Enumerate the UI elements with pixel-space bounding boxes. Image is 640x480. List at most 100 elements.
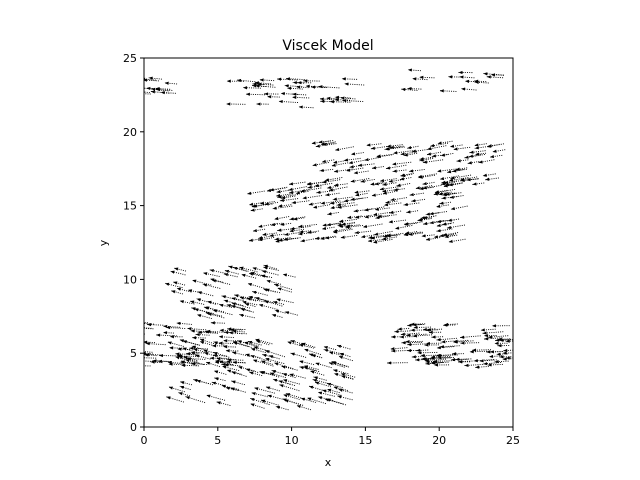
velocity-arrow: [219, 328, 235, 332]
velocity-arrow: [288, 188, 310, 194]
velocity-arrow: [442, 232, 459, 237]
velocity-arrow: [469, 150, 486, 154]
velocity-arrow: [436, 337, 457, 342]
velocity-arrow: [475, 365, 489, 369]
velocity-arrow: [376, 153, 394, 158]
velocity-arrow: [474, 145, 491, 150]
velocity-arrow: [407, 68, 421, 72]
velocity-arrow: [432, 359, 454, 364]
velocity-arrow: [338, 388, 353, 394]
velocity-arrow: [326, 185, 339, 190]
velocity-arrow: [181, 363, 199, 367]
velocity-arrow: [495, 338, 512, 342]
velocity-arrow: [425, 212, 440, 216]
velocity-arrow: [267, 95, 280, 99]
velocity-arrow: [484, 334, 497, 338]
velocity-arrow: [426, 151, 442, 156]
velocity-arrow: [362, 223, 383, 229]
velocity-arrow: [210, 321, 225, 325]
velocity-arrow: [284, 84, 303, 88]
velocity-arrow: [226, 102, 246, 106]
velocity-arrow: [243, 86, 261, 90]
velocity-arrow: [392, 169, 407, 173]
velocity-arrow: [234, 294, 251, 299]
velocity-arrow: [204, 352, 223, 359]
x-axis-ticks: 0 5 10 15 20 25: [141, 427, 520, 447]
velocity-arrow: [321, 159, 335, 163]
velocity-arrow: [387, 361, 408, 365]
velocity-arrow: [147, 323, 164, 327]
velocity-arrow: [270, 222, 283, 227]
velocity-arrow: [232, 341, 252, 348]
velocity-arrow: [195, 354, 211, 360]
y-tick-label: 10: [123, 273, 137, 286]
velocity-arrow: [290, 225, 311, 231]
velocity-arrow: [326, 388, 340, 394]
velocity-arrow: [474, 80, 489, 84]
velocity-arrow: [145, 342, 166, 346]
velocity-arrow: [275, 405, 289, 411]
velocity-arrow: [499, 355, 512, 359]
velocity-arrow: [430, 356, 451, 360]
velocity-arrow: [393, 150, 413, 155]
velocity-arrow: [336, 344, 351, 350]
velocity-arrow: [185, 359, 205, 366]
velocity-arrow: [469, 350, 488, 354]
velocity-arrow: [434, 363, 450, 367]
velocity-arrow: [248, 238, 264, 242]
velocity-arrow: [265, 386, 280, 392]
velocity-arrow: [370, 182, 383, 186]
velocity-arrow: [350, 152, 364, 156]
velocity-arrow: [316, 190, 335, 194]
velocity-arrow: [337, 395, 353, 401]
velocity-arrow: [276, 189, 291, 194]
velocity-arrow: [408, 232, 423, 236]
velocity-arrow: [255, 297, 274, 304]
velocity-arrow: [403, 202, 420, 207]
velocity-arrow: [271, 369, 292, 377]
velocity-arrow: [446, 224, 466, 229]
velocity-arrow: [193, 378, 212, 385]
velocity-arrow: [193, 348, 208, 354]
velocity-arrow: [144, 340, 156, 344]
velocity-arrow: [226, 304, 246, 310]
velocity-arrow: [331, 162, 349, 167]
velocity-arrow: [274, 216, 290, 221]
velocity-arrow: [245, 368, 259, 373]
velocity-arrow: [441, 196, 458, 200]
velocity-arrow: [313, 376, 327, 381]
velocity-arrow: [423, 220, 444, 226]
velocity-arrow: [472, 182, 485, 186]
velocity-arrow: [436, 353, 456, 358]
velocity-arrow: [407, 342, 426, 347]
velocity-arrow: [343, 157, 361, 162]
velocity-arrow: [206, 329, 225, 333]
velocity-arrow: [186, 357, 206, 361]
velocity-arrow: [371, 193, 385, 197]
velocity-arrow: [338, 218, 357, 223]
velocity-arrow: [401, 87, 418, 92]
velocity-arrow: [298, 231, 316, 236]
velocity-arrow: [494, 360, 509, 364]
velocity-arrow: [371, 166, 384, 170]
y-axis-ticks: 0 5 10 15 20 25: [123, 52, 144, 434]
velocity-arrow: [393, 188, 405, 192]
velocity-arrow: [333, 183, 348, 187]
velocity-arrow: [340, 373, 356, 378]
velocity-arrow: [385, 164, 407, 170]
velocity-arrow: [390, 197, 407, 202]
velocity-arrow: [418, 217, 432, 222]
velocity-arrow: [298, 223, 317, 228]
velocity-arrow: [394, 225, 413, 230]
velocity-arrow: [265, 357, 285, 365]
velocity-arrow: [341, 77, 358, 81]
velocity-arrow: [439, 233, 457, 238]
velocity-arrow: [474, 143, 487, 147]
velocity-arrow: [411, 148, 432, 153]
velocity-arrow: [320, 235, 336, 240]
velocity-arrow: [382, 182, 397, 186]
velocity-arrow: [303, 348, 322, 355]
velocity-arrow: [213, 370, 227, 375]
velocity-arrow: [430, 142, 449, 148]
velocity-arrow: [401, 341, 422, 345]
